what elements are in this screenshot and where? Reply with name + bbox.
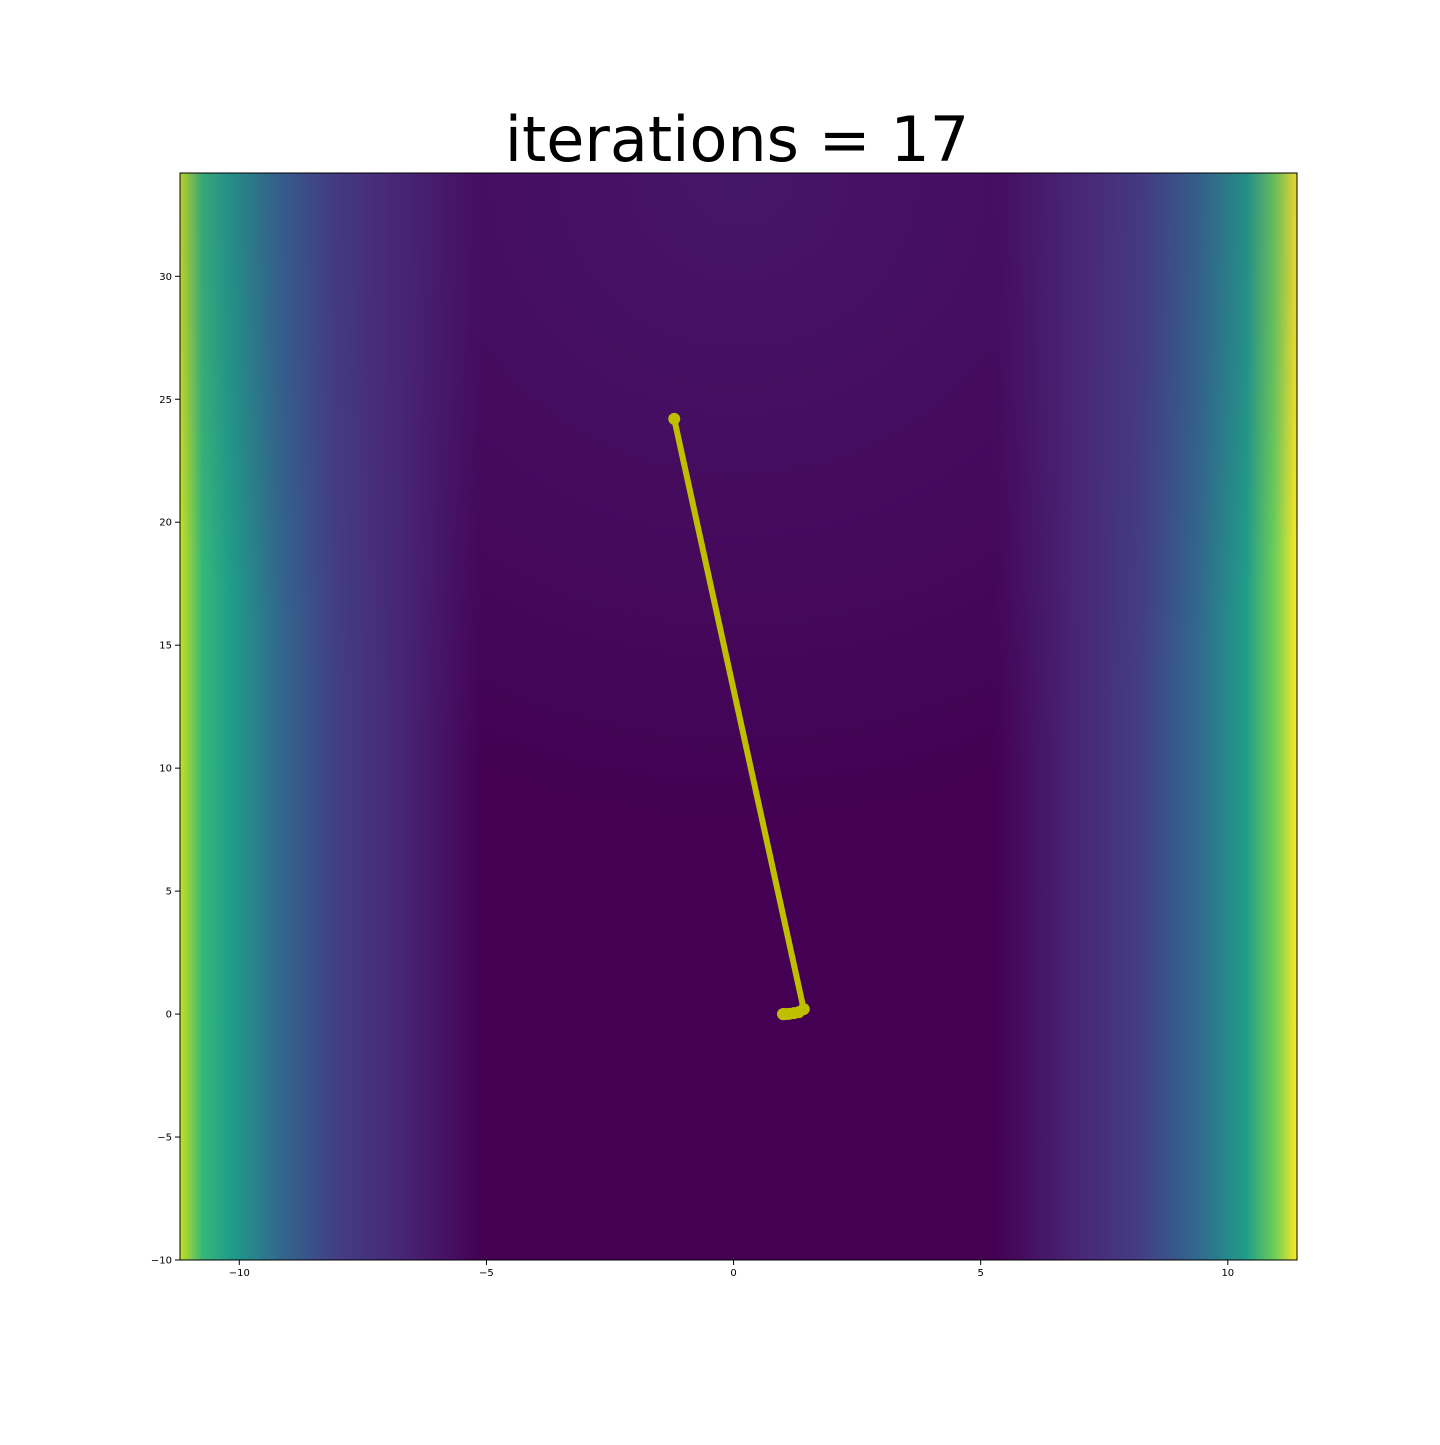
optimizer-path-point (668, 412, 681, 425)
x-tick-label: 10 (1221, 1268, 1234, 1279)
y-axis: −10 −5 0 5 10 15 20 25 30 (151, 272, 180, 1267)
x-tick-label: 5 (977, 1268, 983, 1279)
y-tick-label: 5 (166, 887, 172, 898)
series-layer (668, 412, 810, 1021)
optimizer-path-point (776, 1008, 789, 1021)
y-tick-label: −5 (157, 1133, 172, 1144)
x-tick-label: −10 (229, 1268, 250, 1279)
y-tick-label: 25 (159, 395, 172, 406)
y-tick-label: 15 (159, 641, 172, 652)
x-tick-label: 0 (730, 1268, 736, 1279)
y-tick-label: 20 (159, 518, 172, 529)
chart-title: iterations = 17 (504, 103, 970, 176)
y-tick-label: 30 (159, 272, 172, 283)
x-axis: −10 −5 0 5 10 (229, 1260, 1234, 1279)
x-tick-label: −5 (479, 1268, 494, 1279)
y-tick-label: −10 (151, 1256, 172, 1267)
y-tick-label: 0 (166, 1010, 172, 1021)
plot-frame (179, 172, 1298, 1261)
y-tick-label: 10 (159, 764, 172, 775)
